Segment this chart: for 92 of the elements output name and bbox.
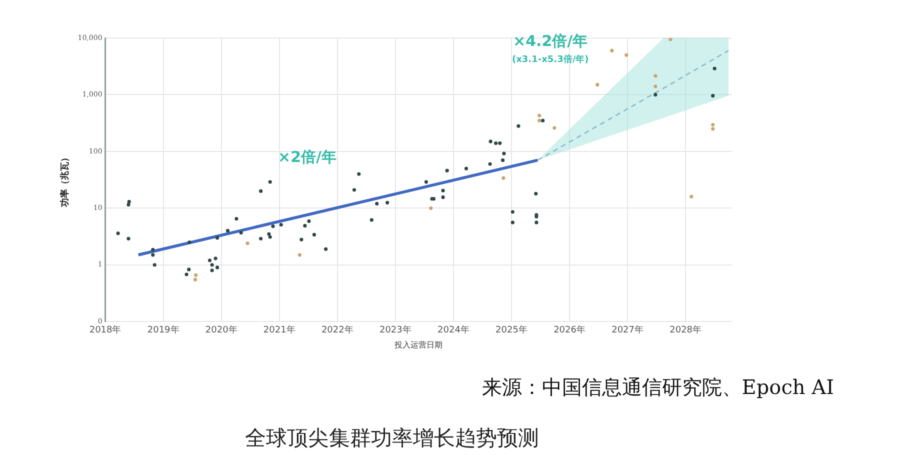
point: [116, 232, 120, 236]
point: [596, 82, 600, 87]
point: [208, 258, 212, 262]
point: [464, 166, 468, 170]
point: [194, 273, 198, 277]
point: [126, 202, 130, 207]
point: [127, 200, 131, 204]
point: [268, 180, 272, 184]
annotation: ×2倍/年: [278, 148, 336, 167]
point: [494, 141, 498, 145]
point: [624, 53, 628, 57]
point: [441, 195, 445, 200]
point: [246, 242, 250, 246]
point: [300, 238, 304, 242]
point: [307, 219, 311, 223]
point: [126, 236, 130, 240]
point: [267, 232, 271, 236]
point: [312, 232, 316, 237]
point: [357, 172, 361, 176]
x-tick-label: 2025年: [496, 324, 528, 336]
point: [516, 124, 520, 128]
x-axis-title: 投入运营日期: [394, 340, 443, 350]
point: [445, 168, 449, 172]
point: [690, 194, 694, 198]
x-tick-label: 2028年: [670, 324, 702, 336]
point: [210, 263, 214, 267]
point: [151, 248, 155, 252]
point: [488, 140, 492, 144]
x-tick-label: 2024年: [438, 324, 470, 336]
point: [298, 253, 302, 257]
point: [488, 162, 492, 166]
point: [534, 192, 538, 196]
point: [510, 220, 514, 224]
point: [210, 268, 214, 272]
point: [711, 127, 715, 131]
point: [711, 94, 715, 98]
x-tick-label: 2023年: [379, 324, 412, 336]
point: [552, 126, 556, 130]
x-tick-label: 2020年: [205, 324, 238, 336]
x-tick-label: 2019年: [147, 324, 180, 336]
point: [502, 152, 506, 156]
point: [324, 247, 328, 251]
point: [500, 158, 505, 162]
x-tick-label: 2027年: [612, 324, 644, 336]
text: 全球顶尖集群功率增长趋势预测: [245, 425, 539, 452]
point: [214, 256, 218, 260]
point: [510, 210, 514, 214]
x-tick-label: 2026年: [554, 324, 586, 336]
x-tick-label: 2021年: [263, 324, 296, 336]
annotation: (x3.1-x5.3倍/年): [512, 53, 589, 66]
point: [234, 216, 238, 221]
point: [534, 220, 538, 224]
point: [429, 206, 433, 210]
point: [279, 222, 283, 227]
point: [610, 48, 614, 52]
y-axis-title: 功率（兆瓦）: [60, 152, 71, 208]
point: [271, 224, 275, 228]
point: [193, 278, 198, 282]
point: [668, 38, 672, 42]
point: [654, 74, 658, 78]
point: [386, 200, 390, 204]
point: [541, 118, 545, 122]
point: [152, 263, 156, 267]
point: [151, 253, 155, 257]
point: [187, 268, 191, 272]
point: [538, 114, 542, 118]
point: [226, 228, 230, 233]
point: [215, 266, 220, 270]
point: [215, 236, 220, 240]
point: [370, 218, 374, 222]
point: [654, 84, 658, 88]
point: [352, 188, 356, 192]
point: [184, 272, 188, 276]
annotation: ×4.2倍/年: [513, 32, 588, 51]
point: [424, 180, 428, 184]
point: [268, 235, 272, 239]
source-note: 来源：中国信息通信研究院、Epoch AI: [482, 374, 834, 401]
point: [654, 92, 658, 97]
point: [711, 122, 715, 127]
x-tick-label: 2018年: [89, 324, 122, 336]
point: [188, 240, 192, 244]
point: [239, 230, 243, 234]
point: [538, 118, 542, 122]
point: [375, 202, 379, 206]
x-tick-label: 2022年: [321, 324, 354, 336]
point: [502, 176, 506, 180]
point: [712, 66, 716, 70]
point: [259, 189, 263, 193]
point: [259, 236, 263, 240]
point: [303, 224, 307, 228]
point: [498, 141, 502, 145]
point: [441, 188, 445, 192]
